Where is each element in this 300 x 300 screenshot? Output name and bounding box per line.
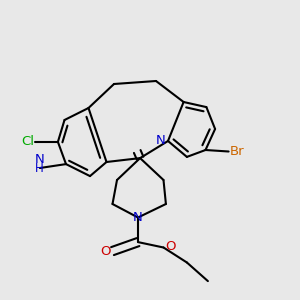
Text: N: N bbox=[156, 134, 166, 148]
Text: Cl: Cl bbox=[21, 135, 34, 148]
Text: O: O bbox=[165, 239, 175, 253]
Text: Br: Br bbox=[230, 145, 245, 158]
Text: N: N bbox=[133, 211, 143, 224]
Text: O: O bbox=[100, 244, 111, 258]
Text: N: N bbox=[34, 153, 44, 166]
Text: H: H bbox=[35, 162, 44, 175]
